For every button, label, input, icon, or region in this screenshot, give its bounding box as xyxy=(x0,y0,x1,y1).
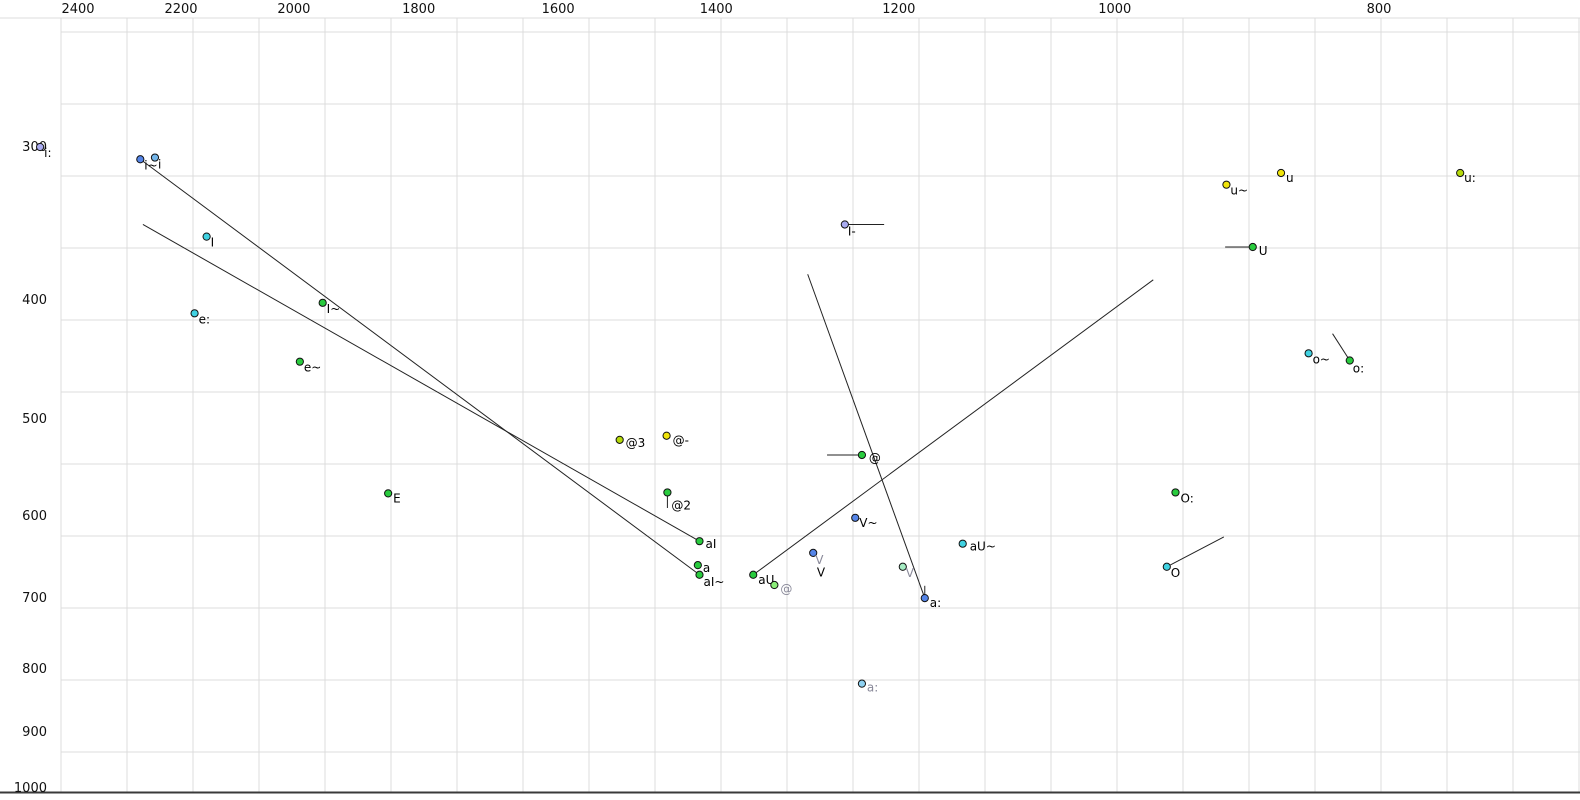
data-point-label-V: V xyxy=(815,553,824,567)
data-point-label-e:: e: xyxy=(199,312,210,326)
data-point-I- xyxy=(840,220,849,229)
data-point-label-O:: O: xyxy=(1180,491,1193,505)
data-point-aI xyxy=(695,537,704,546)
data-point-u: xyxy=(1456,168,1465,178)
data-point-i: xyxy=(36,142,45,152)
data-point-U xyxy=(1248,242,1257,252)
y-tick-label: 500 xyxy=(22,412,47,427)
data-point-label-a:: a: xyxy=(867,681,878,695)
y-tick-label: 1000 xyxy=(14,781,47,796)
trajectory-line xyxy=(1166,536,1225,568)
x-tick-label: 1600 xyxy=(542,2,575,17)
data-point-label-E: E xyxy=(393,491,401,505)
data-point-label-V~: V~ xyxy=(859,516,877,530)
data-point-label-aI~: aI~ xyxy=(703,575,724,589)
data-point-label-u: u xyxy=(1286,171,1294,185)
y-tick-label: 900 xyxy=(22,725,47,740)
data-point-label-@: @ xyxy=(869,451,881,465)
x-tick-label: 1000 xyxy=(1098,2,1131,17)
data-point-V~ xyxy=(851,513,860,522)
data-point-a xyxy=(693,561,702,570)
x-tick-label: 2000 xyxy=(277,2,310,17)
x-tick-label: 2200 xyxy=(164,2,197,17)
data-point-a: xyxy=(920,594,929,603)
x-tick-label: 1200 xyxy=(882,2,915,17)
data-point-label-i~: i~ xyxy=(144,158,157,172)
y-tick-label: 600 xyxy=(22,509,47,524)
y-tick-label: 700 xyxy=(22,591,47,606)
data-point-label-i:: i: xyxy=(44,146,51,160)
data-point-label-O: O xyxy=(1171,566,1180,580)
data-point-u~ xyxy=(1222,180,1231,189)
x-tick-label: 1400 xyxy=(700,2,733,17)
data-point-I xyxy=(202,232,211,241)
data-point-@3 xyxy=(615,435,624,444)
data-point-V xyxy=(809,548,818,557)
data-point-i~ xyxy=(136,155,145,164)
data-point-a: xyxy=(857,679,867,688)
data-point-label-@3: @3 xyxy=(626,436,646,450)
data-point-label-U: U xyxy=(1259,244,1268,258)
data-point-label-u:: u: xyxy=(1464,171,1476,185)
data-point-label-aU~: aU~ xyxy=(970,540,996,554)
y-tick-label: 800 xyxy=(22,662,47,677)
data-point-@ xyxy=(770,580,779,590)
data-point-label-V: V xyxy=(817,565,826,579)
data-point-O: xyxy=(1171,488,1180,497)
data-point-u xyxy=(1276,168,1286,178)
data-point-o: xyxy=(1345,356,1354,365)
data-point-label-o~: o~ xyxy=(1313,352,1330,366)
data-point-label-@-: @- xyxy=(673,434,689,448)
trajectory-line xyxy=(1332,333,1351,361)
data-point-label-@: @ xyxy=(780,582,792,596)
data-point-label-I: I xyxy=(211,236,215,250)
data-point-e: xyxy=(190,309,199,318)
x-tick-label: 2400 xyxy=(61,2,94,17)
x-tick-label: 1800 xyxy=(402,2,435,17)
y-tick-label: 400 xyxy=(22,293,47,308)
data-point-label-V: V xyxy=(906,566,915,580)
data-point-label-@2: @2 xyxy=(671,498,691,512)
data-point-label-aI: aI xyxy=(705,537,716,551)
data-point-label-a:: a: xyxy=(930,596,941,610)
data-point-O xyxy=(1162,562,1171,571)
trajectory-line xyxy=(142,224,700,542)
data-point-label-a: a xyxy=(703,561,710,575)
data-point-@ xyxy=(857,450,867,460)
data-point-i xyxy=(150,153,160,162)
data-point-e~ xyxy=(295,357,304,366)
data-point-label-I~: I~ xyxy=(327,302,341,316)
data-point-I~ xyxy=(318,298,327,307)
data-point-V xyxy=(898,562,907,571)
data-point-@2 xyxy=(663,488,672,497)
data-point-label-aU: aU xyxy=(758,573,774,587)
data-point-aU xyxy=(749,570,758,579)
data-point-label-i: i xyxy=(158,158,161,172)
trajectory-line xyxy=(752,279,1154,576)
data-point-label-u~: u~ xyxy=(1230,184,1248,198)
data-point-aU~ xyxy=(958,539,967,548)
data-point-aI~ xyxy=(695,570,704,579)
data-point-label-I-: I- xyxy=(848,224,856,238)
x-tick-label: 800 xyxy=(1367,2,1392,17)
trajectory-line xyxy=(807,274,926,599)
data-point-o~ xyxy=(1304,349,1313,358)
trajectory-line xyxy=(140,158,700,576)
data-point-E xyxy=(384,489,393,498)
data-point-label-e~: e~ xyxy=(304,361,321,375)
data-point-label-o:: o: xyxy=(1353,361,1364,375)
data-point-@- xyxy=(662,431,671,440)
